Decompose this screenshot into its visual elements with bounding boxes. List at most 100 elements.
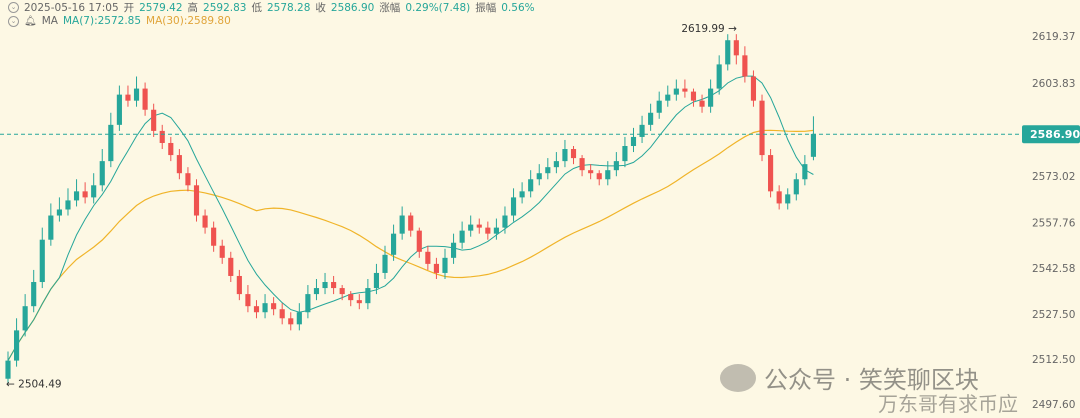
candle-body [228, 257, 234, 276]
close-value: 2586.90 [330, 1, 375, 14]
candle-body [56, 209, 62, 216]
candle-body [502, 215, 508, 228]
candle-body [485, 227, 491, 234]
candle-body [331, 282, 337, 289]
candle-body [699, 100, 705, 107]
low-value: 2578.28 [266, 1, 311, 14]
y-tick-label: 2557.76 [1032, 217, 1076, 229]
candle-body [22, 306, 28, 331]
candle-body [562, 149, 568, 162]
y-tick-label: 2542.58 [1032, 263, 1075, 275]
candle-body [159, 130, 165, 143]
candle-body [279, 309, 285, 319]
candle-body [742, 55, 748, 77]
candle-body [313, 288, 320, 295]
candle-body [759, 100, 765, 156]
candle-body [493, 227, 499, 234]
candle-body [802, 164, 808, 180]
timestamp: 2025-05-16 17:05 [24, 1, 119, 14]
chevron-down-icon[interactable]: ⌄ [8, 15, 19, 27]
candle-body [468, 224, 474, 231]
candle-body [519, 191, 525, 198]
candle-body [442, 257, 448, 273]
candle-body [708, 88, 714, 107]
amplitude-label: 振幅 [475, 2, 497, 14]
y-tick-label: 2497.60 [1032, 399, 1075, 411]
candle-body [793, 179, 799, 195]
candle-body [476, 224, 482, 228]
max-price-annotation: 2619.99 → [681, 23, 737, 35]
ma-indicator-label[interactable]: MA [41, 15, 58, 27]
candle-body [39, 239, 45, 283]
low-label: 低 [251, 2, 262, 14]
chevron-down-icon[interactable]: ⌄ [8, 2, 19, 13]
candle-body [682, 88, 688, 92]
candle-body [142, 88, 148, 110]
candle-body [288, 318, 294, 325]
candle-body [656, 100, 662, 113]
candle-body [382, 254, 388, 273]
candle-body [733, 40, 739, 56]
candle-body [433, 263, 439, 273]
y-tick-label: 2619.37 [1032, 31, 1075, 43]
candle-body [725, 40, 731, 65]
ma7-value: MA(7):2572.85 [62, 15, 142, 27]
candle-body [596, 173, 602, 180]
candle-body [65, 200, 71, 210]
candle-body [776, 191, 782, 204]
high-label: 高 [187, 2, 199, 14]
candle-body [810, 133, 817, 157]
y-tick-label: 2527.50 [1032, 309, 1075, 321]
close-label: 收 [315, 2, 326, 14]
watermark-line2: 万东哥有求币应 [878, 392, 1018, 416]
current-price-label: 2586.90 [1030, 128, 1080, 141]
candle-body [193, 185, 200, 216]
candle-body [425, 251, 431, 264]
candle-body [236, 275, 242, 295]
candle-body [605, 170, 611, 180]
candle-body [785, 194, 791, 204]
ma-header: ⌄ 🔔︎ MA MA(7):2572.85 MA(30):2589.80 [8, 15, 231, 27]
candle-body [630, 136, 637, 147]
candle-body [48, 215, 54, 240]
candle-body [450, 242, 457, 258]
candle-body [262, 303, 268, 313]
candle-body [211, 227, 217, 246]
high-value: 2592.83 [203, 1, 247, 14]
candle-body [665, 94, 671, 101]
ma30-line [7, 129, 814, 361]
candle-body [133, 88, 140, 101]
candle-body [13, 330, 20, 361]
candle-body [253, 306, 260, 313]
y-tick-label: 2573.02 [1032, 171, 1075, 183]
candle-body [348, 294, 354, 301]
candle-body [648, 112, 654, 125]
candle-body [639, 124, 645, 137]
candle-body [108, 124, 114, 162]
current-price-tag [1022, 125, 1080, 144]
candle-body [219, 245, 225, 258]
candle-body [673, 88, 679, 95]
candle-body [202, 215, 208, 228]
candle-body [245, 294, 251, 307]
candle-body [613, 161, 619, 171]
candle-body [91, 185, 97, 198]
change-value: 0.29%(7.48) [405, 1, 471, 14]
bell-icon[interactable]: 🔔︎ [24, 15, 37, 27]
candle-body [768, 155, 774, 192]
watermark: 公众号 · 笑笑聊区块 [720, 360, 979, 395]
change-label: 涨幅 [379, 2, 401, 14]
candle-body [116, 94, 122, 125]
ma7-line [7, 75, 814, 361]
y-tick-label: 2512.50 [1032, 354, 1075, 366]
open-label: 开 [123, 2, 135, 14]
candle-body [185, 173, 191, 186]
candle-body [296, 312, 302, 325]
candle-body [536, 173, 542, 180]
amplitude-value: 0.56% [501, 1, 535, 14]
wechat-icon [720, 363, 756, 392]
open-value: 2579.42 [139, 1, 183, 14]
candle-body [408, 215, 414, 231]
